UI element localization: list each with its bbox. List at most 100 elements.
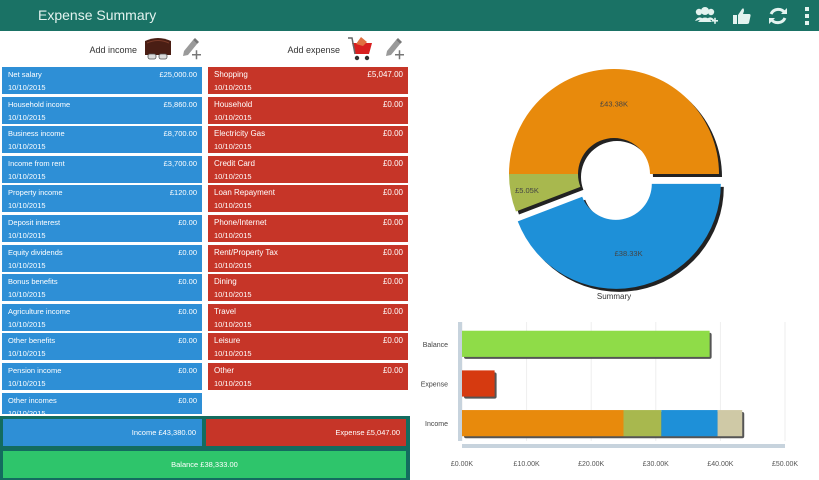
shopping-cart-icon	[348, 36, 372, 60]
cart-button[interactable]	[346, 34, 376, 67]
expense-item[interactable]: Rent/Property Tax £0.00 10/10/2015	[208, 244, 408, 272]
item-date: 10/10/2015	[214, 349, 252, 359]
item-amount: £0.00	[382, 99, 403, 109]
item-date: 10/10/2015	[8, 83, 46, 92]
donut-slice-label: £5.05K	[515, 186, 539, 195]
item-name: Household	[214, 99, 253, 109]
expense-item[interactable]: Shopping £5,047.00 10/10/2015	[208, 67, 408, 94]
item-amount: £0.00	[178, 336, 197, 346]
donut-slice[interactable]	[509, 69, 719, 174]
balance-total[interactable]: Balance £38,333.00	[3, 451, 406, 478]
income-item[interactable]: Deposit interest £0.00 10/10/2015	[2, 214, 202, 242]
bar-segment[interactable]	[462, 370, 495, 397]
bar-segment[interactable]	[462, 330, 710, 357]
item-amount: £0.00	[382, 277, 403, 287]
income-item[interactable]: Bonus benefits £0.00 10/10/2015	[2, 274, 202, 302]
income-item[interactable]: Income from rent £3,700.00 10/10/2015	[2, 155, 202, 183]
donut-slice[interactable]	[509, 174, 581, 212]
income-list[interactable]: Net salary £25,000.00 10/10/2015 Household …	[2, 67, 202, 414]
item-name: Net salary	[8, 70, 42, 79]
income-item[interactable]: Pension income £0.00 10/10/2015	[2, 362, 202, 390]
add-contact-button[interactable]	[693, 3, 719, 29]
add-income-button[interactable]	[179, 35, 203, 66]
item-date: 10/10/2015	[8, 378, 46, 388]
donut-slice[interactable]	[517, 183, 721, 289]
income-item[interactable]: Business income £8,700.00 10/10/2015	[2, 126, 202, 154]
income-item[interactable]: Other benefits £0.00 10/10/2015	[2, 333, 202, 361]
item-name: Other	[214, 365, 235, 375]
item-name: Business income	[8, 129, 65, 139]
item-amount: £8,700.00	[163, 129, 197, 139]
expense-item[interactable]: Dining £0.00 10/10/2015	[208, 274, 408, 302]
income-item[interactable]: Other incomes £0.00 10/10/2015	[2, 392, 202, 414]
item-date: 10/10/2015	[8, 319, 46, 329]
item-amount: £0.00	[382, 306, 403, 316]
item-name: Rent/Property Tax	[214, 247, 278, 257]
item-amount: £0.00	[382, 188, 403, 198]
bar-segment[interactable]	[462, 410, 624, 437]
add-income-header: Add income	[0, 35, 203, 65]
item-name: Leisure	[214, 336, 241, 346]
donut-title: Summary	[597, 292, 631, 301]
item-name: Other incomes	[8, 395, 57, 405]
wallet-icon	[145, 37, 171, 59]
x-tick-label: £10.00K	[514, 461, 540, 468]
item-date: 10/10/2015	[214, 83, 252, 92]
lists-panel: Add income Add expense	[0, 31, 410, 480]
expense-item[interactable]: Household £0.00 10/10/2015	[208, 96, 408, 124]
item-amount: £5,047.00	[367, 70, 403, 79]
x-tick-label: £0.00K	[451, 461, 474, 468]
x-axis-bar	[462, 444, 785, 448]
edit-add-icon	[386, 37, 404, 59]
add-expense-button[interactable]	[382, 35, 406, 66]
item-name: Travel	[214, 306, 236, 316]
item-amount: £25,000.00	[159, 70, 197, 79]
wallet-button[interactable]	[143, 35, 173, 66]
income-item[interactable]: Household income £5,860.00 10/10/2015	[2, 96, 202, 124]
item-name: Electricity Gas	[214, 129, 266, 139]
expense-item[interactable]: Phone/Internet £0.00 10/10/2015	[208, 214, 408, 242]
income-item[interactable]: Equity dividends £0.00 10/10/2015	[2, 244, 202, 272]
y-category-label: Expense	[421, 381, 448, 388]
item-name: Income from rent	[8, 158, 65, 168]
item-date: 10/10/2015	[214, 319, 252, 329]
refresh-button[interactable]	[765, 3, 791, 29]
bar-segment[interactable]	[661, 410, 718, 437]
expense-total[interactable]: Expense £5,047.00	[206, 419, 406, 446]
expense-item[interactable]: Loan Repayment £0.00 10/10/2015	[208, 185, 408, 213]
income-item[interactable]: Net salary £25,000.00 10/10/2015	[2, 67, 202, 94]
bar-segment[interactable]	[623, 410, 662, 437]
donut-slice-label: £38.33K	[615, 249, 643, 258]
add-expense-header: Add expense	[206, 35, 406, 65]
item-name: Property income	[8, 188, 63, 198]
y-category-label: Income	[425, 421, 448, 428]
charts-panel: £43.38K £5.05K £38.33K Summary £0.00K £10.00…	[410, 31, 819, 480]
summary-donut-chart: £43.38K £5.05K £38.33K Summary	[509, 69, 724, 301]
edit-add-icon	[183, 37, 201, 59]
more-options-button[interactable]	[801, 3, 813, 29]
expense-item[interactable]: Electricity Gas £0.00 10/10/2015	[208, 126, 408, 154]
bar-segment[interactable]	[717, 410, 743, 437]
app-bar: Expense Summary	[0, 0, 819, 31]
item-name: Equity dividends	[8, 247, 63, 257]
expense-item[interactable]: Leisure £0.00 10/10/2015	[208, 333, 408, 361]
y-axis-bar	[458, 322, 462, 441]
app-bar-actions	[693, 2, 813, 29]
income-total[interactable]: Income £43,380.00	[3, 419, 202, 446]
income-item[interactable]: Agriculture income £0.00 10/10/2015	[2, 303, 202, 331]
app-title: Expense Summary	[38, 7, 157, 23]
item-amount: £0.00	[382, 129, 403, 139]
item-date: 10/10/2015	[214, 290, 252, 300]
item-name: Dining	[214, 277, 237, 287]
item-amount: £0.00	[178, 247, 197, 257]
item-name: Shopping	[214, 70, 248, 79]
item-amount: £0.00	[382, 365, 403, 375]
expense-item[interactable]: Travel £0.00 10/10/2015	[208, 303, 408, 331]
income-item[interactable]: Property income £120.00 10/10/2015	[2, 185, 202, 213]
expense-list[interactable]: Shopping £5,047.00 10/10/2015 Household £0.0…	[208, 67, 408, 414]
expense-item[interactable]: Other £0.00 10/10/2015	[208, 362, 408, 390]
item-date: 10/10/2015	[8, 201, 46, 211]
expense-item[interactable]: Credit Card £0.00 10/10/2015	[208, 155, 408, 183]
item-amount: £5,860.00	[163, 99, 197, 109]
like-button[interactable]	[729, 3, 755, 29]
